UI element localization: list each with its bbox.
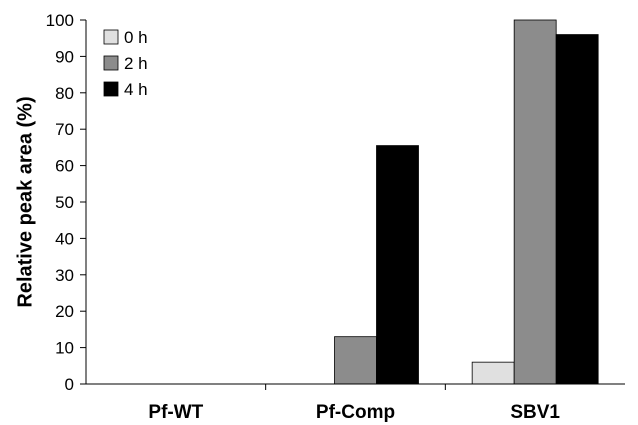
y-tick-label: 50 (55, 193, 74, 212)
y-axis-ticks: 0 10 20 30 40 50 60 70 80 90 100 (46, 11, 86, 394)
y-tick-label: 10 (55, 339, 74, 358)
legend-label: 0 h (124, 28, 148, 47)
legend-swatch (103, 29, 119, 45)
y-tick-label: 90 (55, 47, 74, 66)
bar-pf-comp-4h (376, 145, 419, 385)
legend-label: 4 h (124, 80, 148, 99)
y-tick-label: 20 (55, 302, 74, 321)
bars (334, 19, 599, 385)
y-tick-label: 60 (55, 157, 74, 176)
legend-label: 2 h (124, 54, 148, 73)
y-tick-label: 40 (55, 229, 74, 248)
bar-pf-comp-2h (334, 336, 377, 385)
x-category-label: SBV1 (510, 402, 560, 423)
y-tick-label: 80 (55, 84, 74, 103)
legend-swatch (103, 55, 119, 71)
y-tick-label: 30 (55, 266, 74, 285)
y-tick-label: 100 (46, 11, 74, 30)
y-axis-title: Relative peak area (%) (14, 96, 36, 307)
bar-sbv1-4h (555, 34, 599, 385)
legend: 0 h 2 h 4 h (103, 28, 148, 99)
legend-swatch (103, 81, 119, 97)
x-axis-labels: Pf-WT Pf-Comp SBV1 (148, 384, 560, 423)
y-tick-label: 70 (55, 120, 74, 139)
x-category-label: Pf-WT (148, 402, 203, 423)
bar-sbv1-2h (513, 19, 557, 385)
bar-sbv1-0h (471, 361, 515, 385)
x-category-label: Pf-Comp (316, 402, 395, 423)
y-tick-label: 0 (65, 375, 74, 394)
